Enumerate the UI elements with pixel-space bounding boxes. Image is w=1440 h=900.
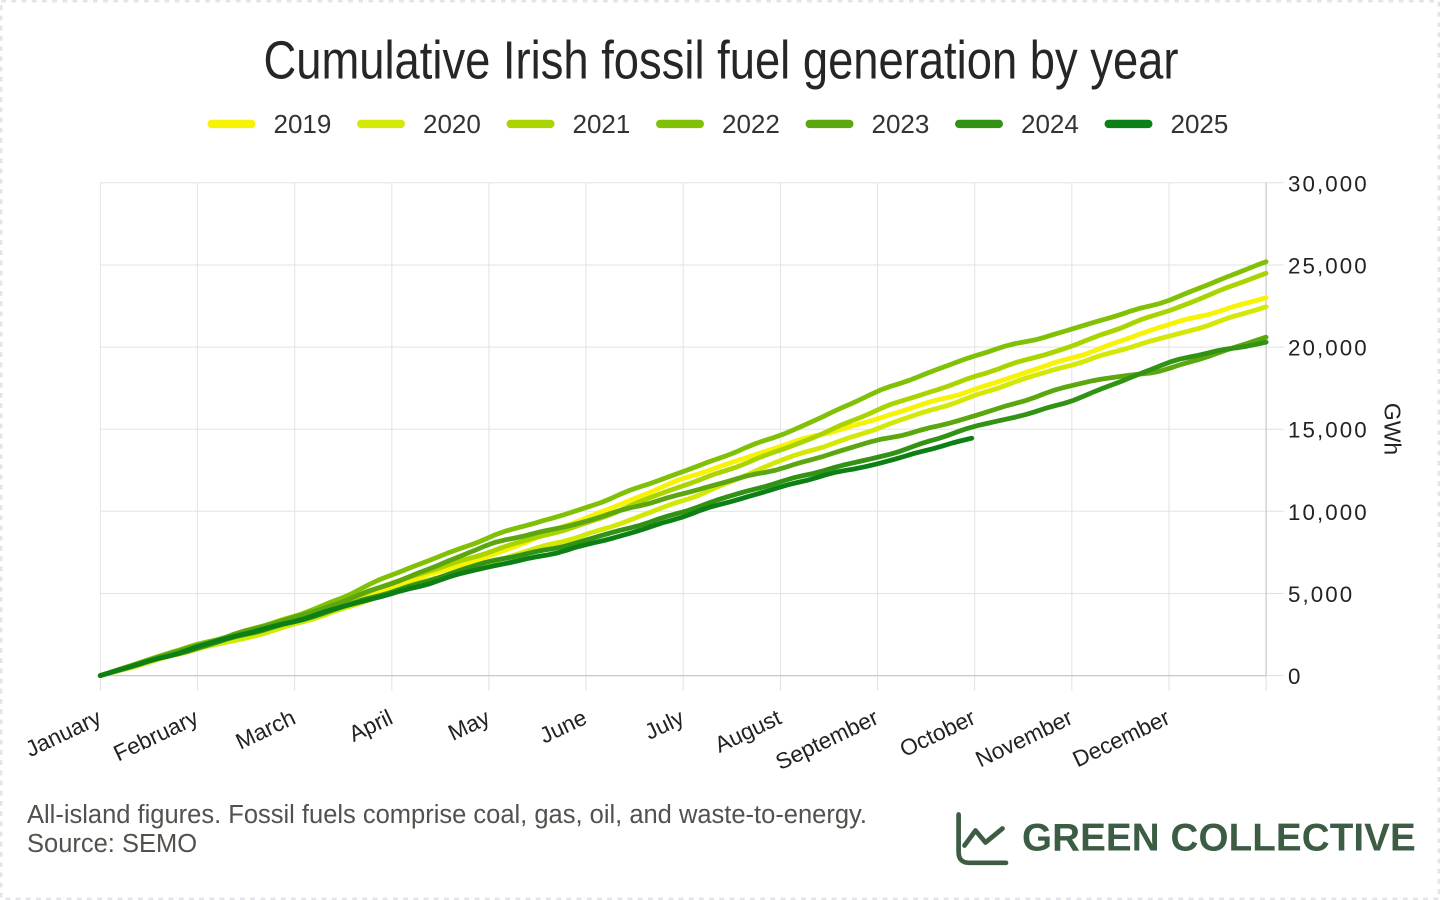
svg-text:30,000: 30,000 xyxy=(1288,171,1369,196)
svg-text:Cumulative Irish fossil fuel g: Cumulative Irish fossil fuel generation … xyxy=(264,31,1179,91)
svg-text:GREEN COLLECTIVE: GREEN COLLECTIVE xyxy=(1022,817,1416,860)
svg-text:2021: 2021 xyxy=(573,109,631,139)
svg-text:2019: 2019 xyxy=(274,109,332,139)
svg-text:5,000: 5,000 xyxy=(1288,582,1354,607)
svg-text:2022: 2022 xyxy=(722,109,780,139)
svg-text:25,000: 25,000 xyxy=(1288,254,1369,279)
svg-text:15,000: 15,000 xyxy=(1288,418,1369,443)
svg-text:Source: SEMO: Source: SEMO xyxy=(27,830,197,858)
svg-text:All-island figures. Fossil fue: All-island figures. Fossil fuels compris… xyxy=(27,801,867,829)
svg-text:0: 0 xyxy=(1288,664,1303,689)
svg-text:2023: 2023 xyxy=(872,109,930,139)
svg-text:2025: 2025 xyxy=(1171,109,1229,139)
svg-text:2024: 2024 xyxy=(1021,109,1079,139)
svg-text:GWh: GWh xyxy=(1380,403,1406,455)
svg-text:10,000: 10,000 xyxy=(1288,500,1369,525)
svg-text:2020: 2020 xyxy=(423,109,481,139)
svg-text:20,000: 20,000 xyxy=(1288,336,1369,361)
